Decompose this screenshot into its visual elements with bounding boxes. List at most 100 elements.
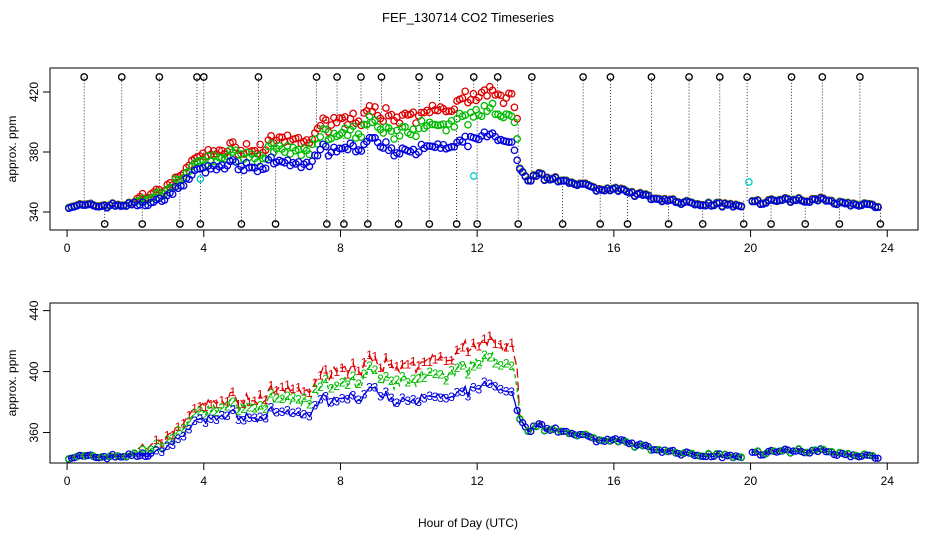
series-1-symbol: 1 xyxy=(508,336,515,350)
series-1-symbol: 1 xyxy=(322,362,329,376)
series-2-symbol: 2 xyxy=(459,359,466,373)
bottom-y-tick-label: 440 xyxy=(27,300,41,320)
series-1-symbol: 1 xyxy=(481,332,488,346)
spike-marker xyxy=(876,220,885,228)
top-x-tick-label: 4 xyxy=(200,241,207,255)
series-2-point xyxy=(321,125,330,134)
series-1-point xyxy=(483,92,491,100)
series-2-point xyxy=(414,124,423,133)
spike-marker xyxy=(394,220,403,228)
series-1-point xyxy=(510,103,519,112)
series-3-point xyxy=(179,181,188,190)
series-1-symbol: 1 xyxy=(328,368,335,382)
series-3-symbol: 3 xyxy=(268,400,275,414)
series-3-point xyxy=(357,147,366,155)
series-2-point xyxy=(510,118,519,127)
series-2-symbol: 2 xyxy=(246,400,253,414)
series-1-symbol: 1 xyxy=(262,393,269,407)
series-2-point xyxy=(357,133,366,141)
series-1-symbol: 1 xyxy=(246,395,253,409)
series-1-symbol: 1 xyxy=(426,355,433,369)
top-x-tick-label: 20 xyxy=(744,241,758,255)
series-2-symbol: 2 xyxy=(279,392,286,406)
series-3-symbol: 3 xyxy=(317,393,324,407)
series-2-symbol: 2 xyxy=(421,371,428,385)
series-3-point xyxy=(423,142,431,150)
series-3-symbol: 3 xyxy=(153,443,160,457)
series-1-line xyxy=(68,334,879,460)
series-1-symbol: 1 xyxy=(208,397,215,411)
series-3-symbol: 3 xyxy=(213,413,220,427)
series-2-point xyxy=(166,183,174,192)
series-3-symbol: 3 xyxy=(311,398,318,412)
series-1-symbol: 1 xyxy=(448,354,455,368)
series-2-symbol: 2 xyxy=(394,373,401,387)
series-2-symbol: 2 xyxy=(306,397,313,411)
series-2-symbol: 2 xyxy=(322,372,329,386)
series-3-point xyxy=(464,142,472,151)
top-panel: 0 4 8 12 16 20 24 340 380 420 approx. ppm xyxy=(5,67,919,255)
series-1-symbol: 1 xyxy=(377,361,384,375)
bottom-x-tick-label: 12 xyxy=(470,474,484,488)
series-3-symbol: 3 xyxy=(306,410,313,424)
series-3-symbol: 3 xyxy=(355,393,362,407)
series-3-symbol: 3 xyxy=(350,389,357,403)
spike-marker xyxy=(527,73,536,81)
series-2-symbol: 2 xyxy=(361,367,368,381)
series-1-symbol: 1 xyxy=(169,429,176,443)
series-3-symbol: 3 xyxy=(333,395,340,409)
series-2-symbol: 2 xyxy=(372,363,379,377)
series-2-point xyxy=(196,156,204,165)
series-1-point xyxy=(349,109,357,118)
series-1-symbol: 1 xyxy=(476,340,483,354)
series-1-symbol: 1 xyxy=(284,378,291,392)
series-3-point xyxy=(335,144,344,153)
series-3-symbol: 3 xyxy=(470,381,477,395)
top-x-tick-label: 16 xyxy=(607,241,621,255)
series-3-point xyxy=(874,454,882,462)
series-3-point xyxy=(513,156,521,165)
series-3-symbol: 3 xyxy=(394,396,401,410)
series-3-symbol: 3 xyxy=(235,413,242,427)
top-panel-axes: 0 4 8 12 16 20 24 340 380 420 xyxy=(27,82,894,255)
series-3-point xyxy=(825,448,833,456)
series-1-symbol: 1 xyxy=(213,397,220,411)
series-2-symbol: 2 xyxy=(508,359,515,373)
series-2-point xyxy=(409,125,418,134)
top-panel-frame xyxy=(49,67,919,231)
series-3-symbol: 3 xyxy=(383,385,390,399)
top-y-tick-label: 340 xyxy=(27,202,41,222)
series-1-symbol: 1 xyxy=(235,398,242,412)
series-3-symbol: 3 xyxy=(290,406,297,420)
series-1-symbol: 1 xyxy=(301,385,308,399)
series-2-symbol: 2 xyxy=(470,359,477,373)
series-3-point xyxy=(737,202,746,211)
series-1-point xyxy=(267,132,275,140)
spike-marker xyxy=(415,73,423,81)
spike-marker xyxy=(333,73,341,81)
cyan-point xyxy=(469,172,478,180)
top-x-tick-label: 24 xyxy=(881,241,895,255)
series-1-symbol: 1 xyxy=(202,400,209,414)
series-2-symbol: 2 xyxy=(465,367,472,381)
series-2-point xyxy=(379,129,388,137)
series-1-symbol: 1 xyxy=(339,361,346,375)
series-2-symbol: 2 xyxy=(344,378,351,392)
series-3-point xyxy=(245,163,254,172)
spike-marker xyxy=(176,220,184,228)
bottom-x-tick-label: 16 xyxy=(607,474,621,488)
series-3-point xyxy=(201,168,210,177)
series-2-point xyxy=(297,151,306,160)
series-3-symbol: 3 xyxy=(240,414,247,428)
series-2-symbol: 2 xyxy=(426,365,433,379)
series-2-symbol: 2 xyxy=(350,369,357,383)
series-2-symbol: 2 xyxy=(399,370,406,384)
series-2-symbol: 2 xyxy=(497,359,504,373)
series-3-point xyxy=(313,151,322,160)
series-2-symbol: 2 xyxy=(448,363,455,377)
series-3-point xyxy=(748,197,757,206)
series-3-point xyxy=(800,197,809,206)
top-y-axis-label: approx. ppm xyxy=(5,116,19,183)
series-1-symbol: 1 xyxy=(361,355,368,369)
